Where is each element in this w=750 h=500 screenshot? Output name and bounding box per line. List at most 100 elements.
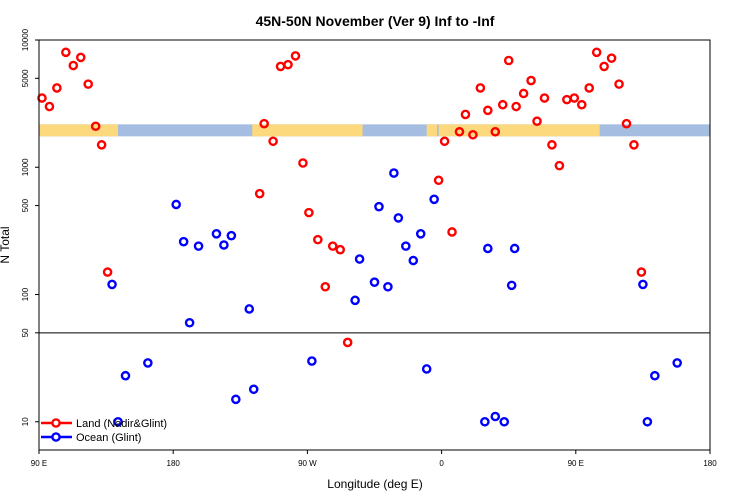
y-tick-label: 5000	[21, 69, 30, 87]
data-point	[672, 358, 682, 368]
x-tick-label: 90 E	[568, 459, 584, 468]
y-tick-label: 50	[21, 328, 30, 337]
data-point	[107, 279, 117, 290]
data-point	[143, 358, 153, 368]
chart-title: 45N-50N November (Ver 9) Inf to -Inf	[256, 13, 495, 29]
legend: Land (Nadir&Glint) Ocean (Glint)	[41, 418, 167, 444]
legend-marker	[51, 418, 61, 428]
land-band	[426, 124, 438, 137]
data-point	[178, 236, 189, 247]
data-point	[636, 267, 647, 277]
data-point	[638, 279, 648, 290]
y-tick-label: 10000	[21, 28, 30, 51]
data-point	[511, 101, 521, 112]
x-tick-label: 90 E	[31, 459, 47, 468]
y-axis-label: N Total	[0, 226, 12, 263]
x-axis: 90 E 180 90 W 0 90 E 180	[31, 450, 717, 468]
data-point	[231, 394, 241, 405]
data-point	[629, 140, 639, 150]
data-point	[483, 105, 493, 116]
data-point	[433, 175, 444, 186]
data-point	[415, 228, 426, 239]
data-point	[547, 140, 557, 150]
data-point	[421, 364, 432, 374]
data-point	[75, 52, 86, 63]
data-point	[113, 416, 123, 427]
data-point	[475, 83, 486, 93]
data-point	[219, 240, 229, 250]
data-point	[290, 51, 301, 61]
data-point	[327, 241, 338, 251]
data-point	[120, 370, 131, 381]
x-tick-label: 180	[703, 459, 717, 468]
data-point	[90, 121, 101, 132]
data-point	[96, 140, 107, 150]
data-point	[389, 168, 399, 178]
data-point	[650, 370, 660, 381]
data-point	[374, 201, 384, 212]
data-point	[193, 241, 204, 251]
data-point	[599, 61, 609, 72]
data-point	[439, 136, 450, 147]
data-point	[342, 337, 353, 348]
data-point	[584, 83, 595, 93]
ocean-band	[39, 124, 710, 137]
land-band	[252, 124, 363, 137]
data-point	[526, 75, 536, 86]
data-point	[244, 304, 255, 314]
y-axis: 10 50 100 500 1000 5000 10000	[21, 28, 39, 426]
data-point	[350, 295, 360, 306]
data-point	[408, 255, 419, 266]
data-point	[393, 213, 404, 223]
data-point	[313, 234, 323, 245]
data-point	[518, 88, 529, 99]
data-point	[429, 194, 439, 205]
data-point	[184, 317, 195, 328]
data-point	[268, 136, 278, 147]
data-point	[369, 277, 380, 287]
data-point	[614, 79, 624, 89]
data-point	[298, 158, 308, 168]
data-point	[259, 118, 269, 129]
data-point	[275, 61, 286, 72]
data-point	[211, 228, 222, 239]
legend-label: Ocean (Glint)	[76, 432, 141, 444]
legend-label: Land (Nadir&Glint)	[76, 418, 167, 430]
data-point	[497, 99, 508, 110]
y-tick-label: 1000	[21, 158, 30, 176]
data-point	[569, 93, 580, 103]
legend-marker	[51, 432, 61, 442]
data-point	[454, 126, 465, 137]
data-point	[354, 254, 365, 264]
data-point	[490, 411, 501, 422]
data-point	[480, 416, 490, 427]
data-point	[468, 129, 478, 140]
data-point	[562, 94, 572, 105]
data-point	[283, 59, 293, 70]
data-point	[254, 188, 265, 199]
data-point	[304, 207, 314, 218]
x-tick-label: 180	[167, 459, 181, 468]
data-point	[509, 243, 520, 254]
data-point	[460, 109, 471, 120]
data-point	[383, 281, 393, 292]
data-point	[554, 160, 565, 171]
x-tick-label: 90 W	[298, 459, 317, 468]
data-point	[483, 243, 493, 254]
ocean-series	[107, 168, 682, 427]
data-point	[52, 83, 62, 93]
data-point	[539, 93, 550, 103]
data-point	[499, 416, 510, 427]
data-point	[490, 126, 501, 137]
data-point	[61, 47, 71, 58]
data-point	[83, 79, 94, 89]
data-point	[37, 93, 47, 103]
data-point	[248, 384, 259, 395]
plot-frame	[38, 39, 711, 451]
data-point	[307, 356, 317, 366]
land-band	[438, 124, 600, 137]
data-point	[606, 53, 617, 63]
data-point	[226, 230, 237, 241]
data-point	[591, 47, 602, 58]
